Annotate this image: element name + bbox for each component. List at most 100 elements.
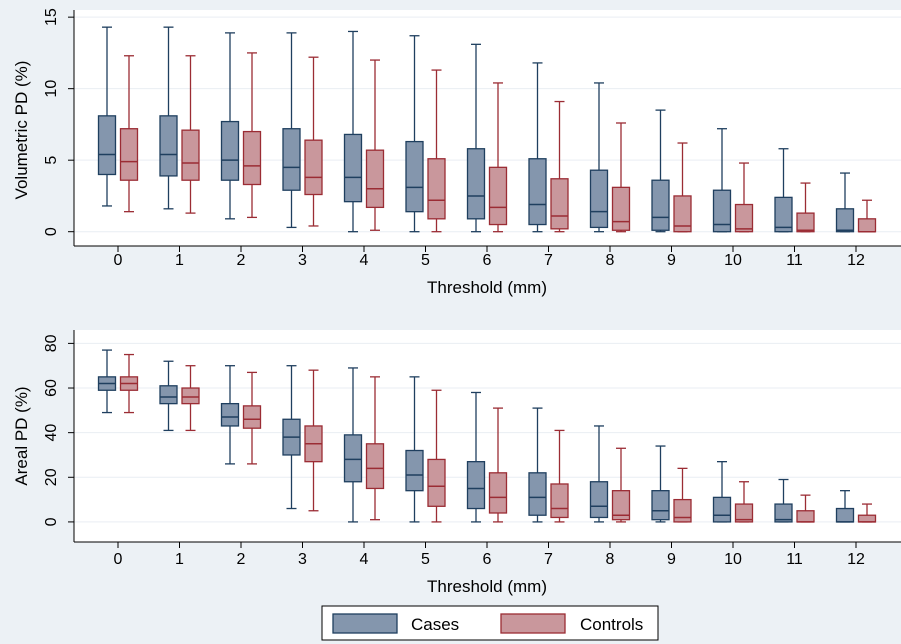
iqr-box <box>365 149 385 209</box>
iqr-box <box>220 402 240 427</box>
iqr-box <box>673 195 692 233</box>
areal-y-tick-label-60: 60 <box>43 379 60 397</box>
volumetric-x-tick-label-10: 10 <box>724 252 742 269</box>
areal-y-tick-label-0: 0 <box>43 517 60 526</box>
areal-box-cases-8 <box>589 425 609 523</box>
iqr-box <box>774 196 793 233</box>
volumetric-box-cases-5 <box>405 35 424 233</box>
areal-box-cases-12 <box>835 490 855 523</box>
iqr-box <box>181 129 200 181</box>
areal-box-controls-8 <box>611 447 631 523</box>
iqr-box <box>611 186 631 231</box>
volumetric-box-controls-0 <box>119 55 139 213</box>
areal-box-controls-5 <box>427 389 446 523</box>
iqr-box <box>857 218 877 233</box>
areal-x-tick-label-0: 0 <box>114 551 123 568</box>
areal-x-tick-label-3: 3 <box>298 551 307 568</box>
volumetric-box-controls-4 <box>365 59 385 231</box>
volumetric-box-controls-11 <box>796 182 815 233</box>
iqr-box <box>181 387 200 405</box>
areal-x-tick-label-7: 7 <box>544 551 553 568</box>
iqr-box <box>796 212 815 233</box>
volumetric-box-controls-6 <box>488 82 508 233</box>
iqr-box <box>774 503 793 523</box>
volumetric-box-controls-10 <box>734 162 754 233</box>
iqr-box <box>673 498 692 523</box>
legend-label-controls: Controls <box>580 615 643 634</box>
volumetric-x-tick-label-4: 4 <box>360 252 369 269</box>
iqr-box <box>589 169 609 229</box>
volumetric-x-tick-label-8: 8 <box>606 252 615 269</box>
areal-x-tick-label-4: 4 <box>360 551 369 568</box>
volumetric-gridlines <box>74 16 901 233</box>
iqr-box <box>159 115 178 177</box>
areal-box-controls-11 <box>796 494 815 523</box>
iqr-box <box>589 481 609 519</box>
volumetric-x-tick-label-2: 2 <box>237 252 246 269</box>
volumetric-y-tick-label-5: 5 <box>43 156 60 165</box>
areal-box-controls-7 <box>550 429 569 523</box>
volumetric-y-axis-title: Volumetric PD (%) <box>12 61 31 200</box>
volumetric-box-controls-3 <box>304 56 323 227</box>
areal-box-controls-9 <box>673 467 692 523</box>
iqr-box <box>242 130 262 186</box>
volumetric-box-cases-7 <box>528 62 547 233</box>
iqr-box <box>220 120 240 181</box>
iqr-box <box>365 443 385 490</box>
volumetric-x-ticks: 0 1 2 3 4 5 6 7 8 9 10 11 12 <box>114 246 865 269</box>
iqr-box <box>97 115 117 176</box>
areal-box-cases-3 <box>282 365 301 510</box>
iqr-box <box>488 166 508 226</box>
iqr-box <box>712 189 732 233</box>
volumetric-box-controls-8 <box>611 122 631 233</box>
volumetric-box-controls-2 <box>242 52 262 219</box>
areal-box-controls-3 <box>304 369 323 512</box>
legend: Cases Controls <box>321 605 659 641</box>
volumetric-box-cases-0 <box>97 26 117 207</box>
iqr-box <box>427 158 446 220</box>
areal-x-tick-label-1: 1 <box>175 551 184 568</box>
volumetric-y-tick-label-15: 15 <box>43 8 60 26</box>
volumetric-box-controls-1 <box>181 55 200 214</box>
iqr-box <box>528 158 547 226</box>
iqr-box <box>119 128 139 181</box>
volumetric-box-cases-11 <box>774 148 793 233</box>
areal-box-cases-2 <box>220 365 240 465</box>
areal-x-tick-label-2: 2 <box>237 551 246 568</box>
legend-swatch-controls <box>500 613 566 634</box>
areal-box-cases-6 <box>466 391 486 523</box>
areal-x-tick-label-12: 12 <box>847 551 865 568</box>
areal-box-controls-12 <box>857 503 877 523</box>
iqr-box <box>282 128 301 191</box>
volumetric-x-tick-label-12: 12 <box>847 252 865 269</box>
legend-label-cases: Cases <box>411 615 459 634</box>
iqr-box <box>242 405 262 429</box>
areal-y-tick-label-80: 80 <box>43 334 60 352</box>
volumetric-x-tick-label-5: 5 <box>421 252 430 269</box>
volumetric-box-cases-8 <box>589 82 609 233</box>
volumetric-box-cases-2 <box>220 32 240 220</box>
iqr-box <box>304 139 323 196</box>
volumetric-box-cases-12 <box>835 172 855 233</box>
areal-box-controls-10 <box>734 481 754 523</box>
volumetric-x-tick-label-7: 7 <box>544 252 553 269</box>
iqr-box <box>835 507 855 523</box>
volumetric-x-tick-label-6: 6 <box>483 252 492 269</box>
iqr-box <box>651 490 670 521</box>
iqr-box <box>835 208 855 233</box>
areal-x-axis-title: Threshold (mm) <box>427 577 547 596</box>
volumetric-x-tick-label-11: 11 <box>786 252 803 269</box>
iqr-box <box>343 133 363 203</box>
volumetric-boxes <box>97 26 877 233</box>
areal-box-cases-1 <box>159 360 178 432</box>
iqr-box <box>712 496 732 523</box>
areal-x-tick-label-8: 8 <box>606 551 615 568</box>
iqr-box <box>651 179 670 231</box>
iqr-box <box>611 490 631 521</box>
volumetric-box-cases-3 <box>282 32 301 229</box>
areal-box-controls-6 <box>488 407 508 523</box>
volumetric-y-tick-label-0: 0 <box>43 227 60 236</box>
areal-box-cases-10 <box>712 461 732 523</box>
